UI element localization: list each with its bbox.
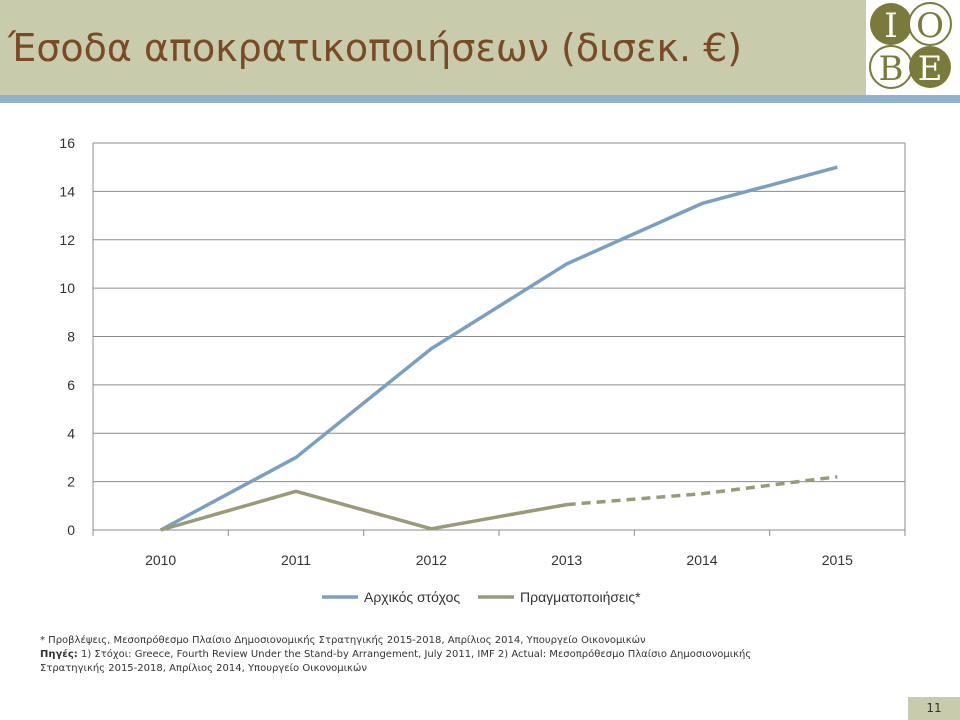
header-rule bbox=[0, 95, 960, 103]
footnotes: * Προβλέψεις, Μεσοπρόθεσμο Πλαίσιο Δημοσ… bbox=[40, 634, 900, 676]
y-tick-label-0: 0 bbox=[67, 522, 75, 538]
slide-title: Έσοδα αποκρατικοποιήσεων (δισεκ. €) bbox=[8, 26, 743, 70]
y-tick-label-2: 2 bbox=[67, 474, 75, 490]
logo-circle-2 bbox=[908, 2, 952, 46]
series-line-2 bbox=[160, 489, 567, 532]
x-tick-label-2015: 2015 bbox=[822, 552, 853, 568]
sources-label: Πηγές: bbox=[40, 649, 78, 660]
logo-letter-e: E bbox=[918, 49, 943, 89]
slide-header bbox=[0, 0, 960, 95]
y-tick-label-16: 16 bbox=[59, 135, 75, 151]
logo-letter-i: I bbox=[884, 6, 897, 46]
logo-graphic: I O B E bbox=[869, 2, 952, 89]
y-tick-label-4: 4 bbox=[67, 425, 75, 441]
footnote-forecast: * Προβλέψεις, Μεσοπρόθεσμο Πλαίσιο Δημοσ… bbox=[40, 635, 646, 646]
x-tick-label-2014: 2014 bbox=[686, 552, 717, 568]
y-tick-label-12: 12 bbox=[59, 232, 75, 248]
footnote-sources-cont: Στρατηγικής 2015-2018, Απρίλιος 2014, Υπ… bbox=[40, 663, 367, 674]
y-tick-label-6: 6 bbox=[67, 377, 75, 393]
logo-circle-4 bbox=[909, 46, 951, 88]
logo-letter-o: O bbox=[916, 6, 944, 46]
y-tick-label-8: 8 bbox=[67, 329, 75, 345]
legend-label-2: Πραγματοποιήσεις* bbox=[520, 589, 641, 605]
footnote-sources: Πηγές: 1) Στόχοι: Greece, Fourth Review … bbox=[40, 648, 900, 662]
x-tick-label-2012: 2012 bbox=[416, 552, 447, 568]
series-line-2-forecast bbox=[566, 475, 838, 507]
x-tick-label-2013: 2013 bbox=[551, 552, 582, 568]
series-line-1 bbox=[159, 165, 838, 532]
x-tick-label-2010: 2010 bbox=[145, 552, 176, 568]
page-number: 11 bbox=[908, 697, 960, 720]
line-chart: 0 2 4 6 8 10 12 14 16 2010 2011 2012 2013 2014 2015 Αρχ… bbox=[59, 135, 906, 605]
logo-circle-1 bbox=[870, 3, 912, 45]
sources-text: 1) Στόχοι: Greece, Fourth Review Under t… bbox=[77, 649, 752, 660]
y-tick-label-10: 10 bbox=[59, 280, 75, 296]
x-tick-label-2011: 2011 bbox=[281, 552, 311, 568]
y-tick-label-14: 14 bbox=[59, 183, 75, 199]
legend-label-1: Αρχικός στόχος bbox=[364, 589, 460, 605]
logo-letter-b: B bbox=[879, 49, 904, 89]
logo-iobe: I O B E bbox=[866, 0, 960, 95]
